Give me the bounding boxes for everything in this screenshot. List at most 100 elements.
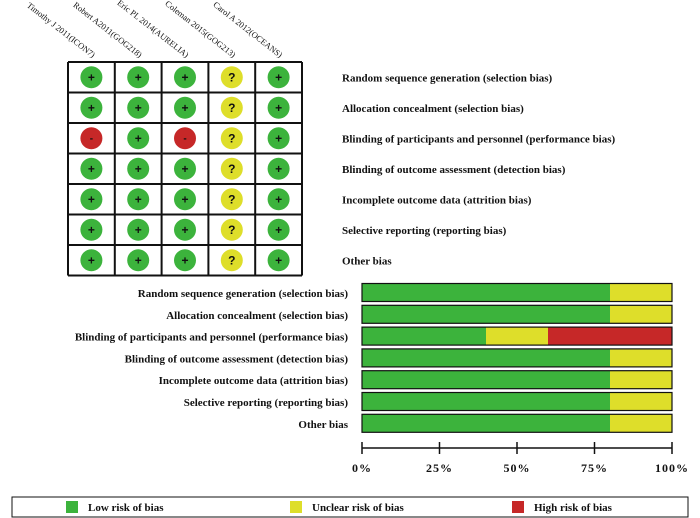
judgement-symbol-r1-c1: + xyxy=(88,70,95,84)
judgement-symbol-r3-c5: + xyxy=(275,131,282,145)
bar-low-4 xyxy=(362,348,610,367)
bar-unclear-4 xyxy=(610,348,672,367)
judgement-circle-r4-c2 xyxy=(127,157,150,180)
judgement-circle-r4-c4 xyxy=(220,157,243,180)
graph-domain-labels: Random sequence generation (selection bi… xyxy=(75,288,349,431)
x-tick-label-5: 100% xyxy=(655,461,689,475)
study-labels: Timothy J 2011(ICON7)Robert A2011(GOG218… xyxy=(25,0,285,60)
judgement-symbol-r3-c1: - xyxy=(90,133,93,144)
judgement-symbol-r2-c2: + xyxy=(135,101,142,115)
judgement-circle-r2-c1 xyxy=(80,96,103,119)
summary-domain-label-6: Selective reporting (reporting bias) xyxy=(342,225,507,237)
judgement-circle-r7-c2 xyxy=(127,249,150,272)
bar-low-5 xyxy=(362,370,610,389)
summary-domain-label-1: Random sequence generation (selection bi… xyxy=(342,72,553,84)
judgement-circle-r2-c3 xyxy=(174,96,196,119)
bar-low-7 xyxy=(362,414,610,433)
graph-label-5: Incomplete outcome data (attrition bias) xyxy=(159,375,349,387)
judgement-circle-r3-c1 xyxy=(80,127,103,150)
x-tick-label-1: 0% xyxy=(352,461,372,475)
judgement-symbol-r2-c4: ? xyxy=(228,101,235,115)
judgement-symbol-r3-c3: - xyxy=(183,133,186,144)
judgement-circle-r2-c2 xyxy=(127,96,150,119)
summary-domain-label-4: Blinding of outcome assessment (detectio… xyxy=(342,164,566,176)
judgement-symbol-r7-c5: + xyxy=(275,253,282,267)
bar-low-6 xyxy=(362,392,610,411)
legend-label-low: Low risk of bias xyxy=(88,502,164,514)
judgement-circle-r1-c1 xyxy=(80,66,103,89)
judgement-circle-r1-c4 xyxy=(220,66,243,89)
judgement-symbol-r5-c4: ? xyxy=(228,192,235,206)
risk-of-bias-graph-bars xyxy=(361,282,673,433)
x-axis: 0% 25% 50% 75% 100% xyxy=(352,442,689,475)
judgement-symbol-r4-c3: + xyxy=(181,162,188,176)
judgement-circle-r6-c1 xyxy=(80,218,103,241)
judgement-symbol-r4-c1: + xyxy=(88,162,95,176)
graph-label-3: Blinding of participants and personnel (… xyxy=(75,332,349,344)
judgement-symbol-r3-c4: ? xyxy=(228,131,235,145)
legend-swatch-unclear xyxy=(290,501,302,513)
legend-swatch-low xyxy=(66,501,78,513)
summary-domain-label-2: Allocation concealment (selection bias) xyxy=(342,103,524,115)
judgement-symbol-r6-c5: + xyxy=(275,223,282,237)
judgement-circle-r6-c2 xyxy=(127,218,150,241)
judgement-circle-r7-c4 xyxy=(220,249,243,272)
judgement-symbol-r4-c2: + xyxy=(135,162,142,176)
judgement-symbol-r6-c4: ? xyxy=(228,223,235,237)
judgement-symbol-r1-c4: ? xyxy=(228,70,235,84)
judgement-symbol-r2-c3: + xyxy=(181,101,188,115)
bar-unclear-3 xyxy=(486,327,548,346)
judgement-circle-r3-c4 xyxy=(220,127,243,150)
judgement-circle-r6-c5 xyxy=(267,218,290,241)
judgement-circle-r4-c5 xyxy=(267,157,290,180)
bar-outline-4 xyxy=(361,348,673,368)
legend-label-unclear: Unclear risk of bias xyxy=(312,502,404,514)
x-tick-label-3: 50% xyxy=(504,461,531,475)
graph-label-1: Random sequence generation (selection bi… xyxy=(138,288,349,300)
bar-unclear-6 xyxy=(610,392,672,411)
bar-unclear-1 xyxy=(610,283,672,302)
legend-label-high: High risk of bias xyxy=(534,502,613,514)
judgement-circle-r5-c1 xyxy=(80,188,103,211)
bar-unclear-2 xyxy=(610,305,672,324)
judgement-circle-r2-c4 xyxy=(220,96,243,119)
summary-domain-labels: Random sequence generation (selection bi… xyxy=(342,72,616,267)
judgement-symbol-r3-c2: + xyxy=(135,131,142,145)
judgement-circle-r2-c5 xyxy=(267,96,290,119)
judgement-circle-r1-c3 xyxy=(174,66,196,89)
bar-outline-5 xyxy=(361,370,673,390)
summary-domain-label-3: Blinding of participants and personnel (… xyxy=(342,133,616,145)
judgement-circle-r6-c3 xyxy=(174,218,196,241)
bar-high-3 xyxy=(548,327,672,346)
judgement-symbol-r1-c5: + xyxy=(275,70,282,84)
risk-of-bias-summary-grid: + + +? + + + +? + - + -? + + + +? + + + +? + + + +? + + + +? + xyxy=(67,61,303,277)
bar-outline-6 xyxy=(361,391,673,412)
graph-label-7: Other bias xyxy=(298,419,348,431)
bar-unclear-7 xyxy=(610,414,672,433)
judgement-circle-r7-c1 xyxy=(80,249,103,272)
graph-label-6: Selective reporting (reporting bias) xyxy=(184,397,349,409)
x-tick-label-2: 25% xyxy=(426,461,453,475)
judgement-symbol-r7-c2: + xyxy=(135,253,142,267)
judgement-symbol-r6-c3: + xyxy=(181,223,188,237)
bar-low-3 xyxy=(362,327,486,346)
summary-domain-label-5: Incomplete outcome data (attrition bias) xyxy=(342,194,532,206)
judgement-circle-r4-c1 xyxy=(80,157,103,180)
judgement-symbol-r5-c3: + xyxy=(181,192,188,206)
judgement-circle-r5-c3 xyxy=(174,188,196,211)
judgement-circle-r4-c3 xyxy=(174,157,196,180)
judgement-symbol-r2-c1: + xyxy=(88,101,95,115)
graph-label-2: Allocation concealment (selection bias) xyxy=(166,310,348,322)
judgement-symbol-r5-c5: + xyxy=(275,192,282,206)
judgement-symbol-r5-c2: + xyxy=(135,192,142,206)
judgement-circle-r3-c3 xyxy=(174,127,196,150)
judgement-symbol-r7-c4: ? xyxy=(228,253,235,267)
bar-outline-3 xyxy=(361,326,673,346)
bar-outline-1 xyxy=(361,282,673,303)
legend: Low risk of bias Unclear risk of bias High… xyxy=(11,496,689,518)
judgement-circle-r1-c5 xyxy=(267,66,290,89)
judgement-circle-r6-c4 xyxy=(220,218,243,241)
judgement-symbol-r6-c1: + xyxy=(88,223,95,237)
judgement-circle-r5-c5 xyxy=(267,188,290,211)
